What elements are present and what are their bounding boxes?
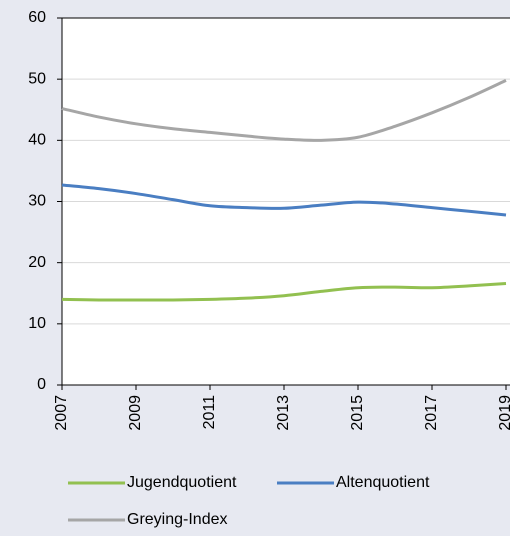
series-line bbox=[61, 79, 507, 142]
y-tick-label: 50 bbox=[28, 70, 46, 87]
y-tick-label: 0 bbox=[37, 376, 46, 393]
y-tick-label: 60 bbox=[28, 9, 46, 26]
x-tick-label: 2019 bbox=[497, 395, 510, 431]
x-tick-label: 2017 bbox=[423, 395, 440, 431]
y-tick-label: 10 bbox=[28, 315, 46, 332]
legend-label: Greying-Index bbox=[127, 511, 228, 528]
legend-label: Altenquotient bbox=[336, 474, 430, 491]
x-tick-label: 2011 bbox=[201, 395, 218, 430]
y-tick-label: 30 bbox=[28, 193, 46, 210]
x-tick-label: 2015 bbox=[349, 395, 366, 431]
x-tick-label: 2009 bbox=[127, 395, 144, 431]
series-line bbox=[61, 183, 507, 217]
x-tick-label: 2013 bbox=[275, 395, 292, 431]
y-tick-label: 20 bbox=[28, 254, 46, 271]
y-tick-label: 40 bbox=[28, 132, 46, 149]
series-line bbox=[61, 281, 507, 302]
x-tick-label: 2007 bbox=[53, 395, 70, 431]
legend-label: Jugendquotient bbox=[127, 474, 237, 491]
